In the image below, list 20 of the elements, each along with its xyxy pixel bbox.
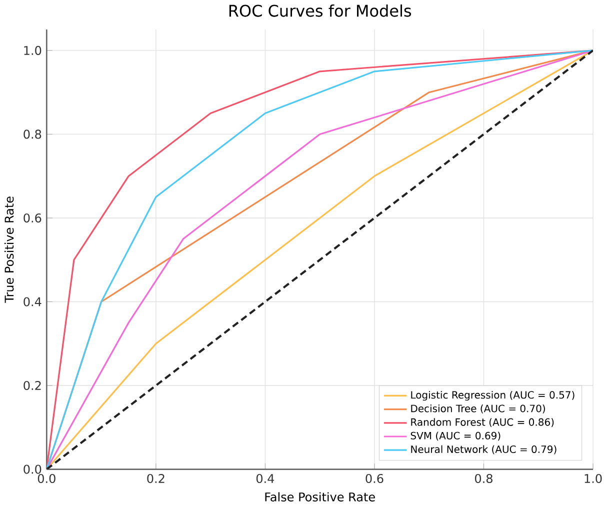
y-tick-label: 0.6 (24, 213, 42, 223)
y-tick-label: 1.0 (24, 46, 42, 56)
legend-label: SVM (AUC = 0.69) (410, 432, 500, 441)
legend-label: Random Forest (AUC = 0.86) (411, 418, 554, 428)
x-tick-label: 0.6 (366, 474, 384, 484)
legend-label: Decision Tree (AUC = 0.70) (411, 404, 545, 414)
legend-label: Neural Network (AUC = 0.79) (411, 445, 556, 454)
y-tick-label: 0.2 (24, 381, 41, 390)
y-axis-title: True Positive Rate (4, 196, 14, 303)
x-tick-label: 0.2 (147, 474, 164, 484)
y-tick-label: 0.4 (24, 297, 42, 306)
y-tick-label: 0.0 (24, 464, 42, 474)
x-tick-label: 1.0 (584, 474, 602, 484)
x-tick-label: 0.8 (475, 474, 492, 484)
x-axis-title: False Positive Rate (265, 492, 375, 502)
x-tick-label: 0.4 (256, 474, 274, 484)
chart-title: ROC Curves for Models (229, 4, 412, 17)
legend-label: Logistic Regression (AUC = 0.57) (411, 390, 574, 401)
y-tick-label: 0.8 (24, 130, 42, 139)
x-tick-label: 0.0 (38, 474, 56, 484)
